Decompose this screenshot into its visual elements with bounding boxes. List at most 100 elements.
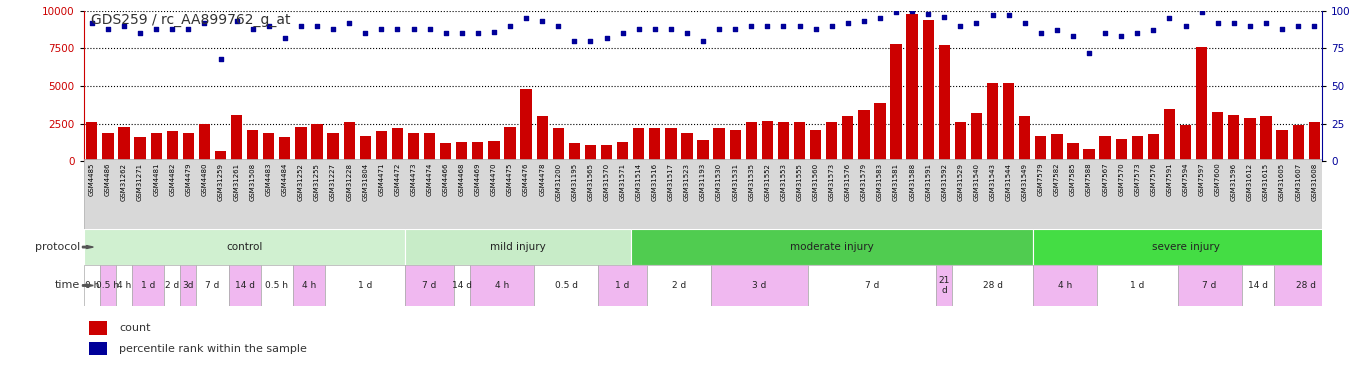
Text: GSM31592: GSM31592: [941, 163, 948, 201]
Bar: [521, 89, 531, 161]
Bar: [247, 130, 258, 161]
Bar: [711, 265, 807, 306]
Bar: [1132, 135, 1142, 161]
Text: GSM31544: GSM31544: [1006, 163, 1011, 201]
Bar: [807, 265, 936, 306]
Point: [564, 38, 585, 44]
Bar: [633, 128, 645, 161]
Text: GSM31193: GSM31193: [700, 163, 706, 201]
Bar: [87, 122, 97, 161]
Bar: [280, 137, 291, 161]
Text: GSM31576: GSM31576: [845, 163, 850, 201]
Bar: [1309, 122, 1320, 161]
Text: GSM4466: GSM4466: [442, 163, 449, 196]
Text: GSM4468: GSM4468: [458, 163, 465, 196]
Point: [1271, 26, 1293, 32]
Point: [548, 23, 569, 29]
Point: [531, 19, 553, 25]
Text: control: control: [227, 242, 262, 252]
Bar: [261, 265, 293, 306]
Bar: [470, 265, 534, 306]
Point: [452, 31, 473, 37]
Bar: [199, 124, 210, 161]
Point: [146, 26, 168, 32]
Text: GSM4473: GSM4473: [411, 163, 416, 196]
Text: GSM31605: GSM31605: [1279, 163, 1284, 201]
Text: 14 d: 14 d: [1248, 281, 1268, 290]
Point: [1063, 34, 1084, 40]
Text: GSM4469: GSM4469: [475, 163, 481, 196]
Bar: [936, 265, 952, 306]
Text: GSM31259: GSM31259: [218, 163, 223, 201]
Point: [837, 20, 859, 26]
Bar: [794, 122, 806, 161]
Bar: [599, 265, 646, 306]
Text: GSM31565: GSM31565: [588, 163, 594, 201]
Bar: [183, 132, 193, 161]
Bar: [875, 102, 886, 161]
Text: GSM31804: GSM31804: [362, 163, 368, 201]
Bar: [698, 140, 708, 161]
Bar: [810, 130, 821, 161]
Text: GSM31543: GSM31543: [990, 163, 995, 201]
Text: GSM31200: GSM31200: [556, 163, 561, 201]
Text: severe injury: severe injury: [1152, 242, 1220, 252]
Bar: [103, 132, 114, 161]
Bar: [1260, 116, 1272, 161]
Text: GSM4481: GSM4481: [153, 163, 160, 196]
Bar: [439, 143, 452, 161]
Point: [274, 35, 296, 41]
Point: [258, 23, 280, 29]
Bar: [585, 145, 596, 161]
Bar: [231, 115, 242, 161]
Bar: [600, 145, 612, 161]
Text: GSM31615: GSM31615: [1263, 163, 1270, 201]
Text: moderate injury: moderate injury: [790, 242, 873, 252]
Text: 7 d: 7 d: [865, 281, 879, 290]
Text: GSM7573: GSM7573: [1134, 163, 1140, 196]
Text: GSM31588: GSM31588: [909, 163, 915, 201]
Point: [1079, 50, 1101, 56]
Text: GSM31571: GSM31571: [619, 163, 626, 201]
Point: [1287, 23, 1309, 29]
Bar: [730, 130, 741, 161]
Bar: [955, 122, 967, 161]
Point: [242, 26, 264, 32]
Bar: [1115, 139, 1126, 161]
Text: 0.5 h: 0.5 h: [96, 281, 119, 290]
Text: GSM4475: GSM4475: [507, 163, 512, 196]
Bar: [134, 137, 146, 161]
Point: [81, 20, 103, 26]
Text: count: count: [119, 323, 151, 333]
Bar: [826, 122, 837, 161]
Text: 4 h: 4 h: [1057, 281, 1072, 290]
Point: [788, 23, 810, 29]
Text: GSM4470: GSM4470: [491, 163, 498, 196]
Bar: [311, 124, 323, 161]
Text: 21
d: 21 d: [938, 276, 950, 295]
Text: GSM4480: GSM4480: [201, 163, 207, 196]
Point: [387, 26, 408, 32]
Text: GSM31540: GSM31540: [973, 163, 979, 201]
Text: protocol: protocol: [35, 242, 80, 252]
Bar: [1003, 83, 1014, 161]
Bar: [1276, 130, 1287, 161]
Text: 4 h: 4 h: [116, 281, 131, 290]
Point: [1255, 20, 1276, 26]
Bar: [1274, 265, 1338, 306]
Text: 7 d: 7 d: [422, 281, 437, 290]
Bar: [1083, 149, 1095, 161]
Bar: [649, 128, 660, 161]
Text: GSM31549: GSM31549: [1022, 163, 1028, 201]
Point: [1046, 27, 1068, 33]
Bar: [1019, 116, 1030, 161]
Bar: [264, 132, 274, 161]
Bar: [376, 131, 387, 161]
Point: [1159, 16, 1180, 22]
Point: [338, 20, 360, 26]
Text: GDS259 / rc_AA899762_g_at: GDS259 / rc_AA899762_g_at: [91, 13, 291, 27]
Bar: [922, 20, 934, 161]
Text: GSM31530: GSM31530: [717, 163, 722, 201]
Point: [1224, 20, 1245, 26]
Bar: [406, 265, 454, 306]
